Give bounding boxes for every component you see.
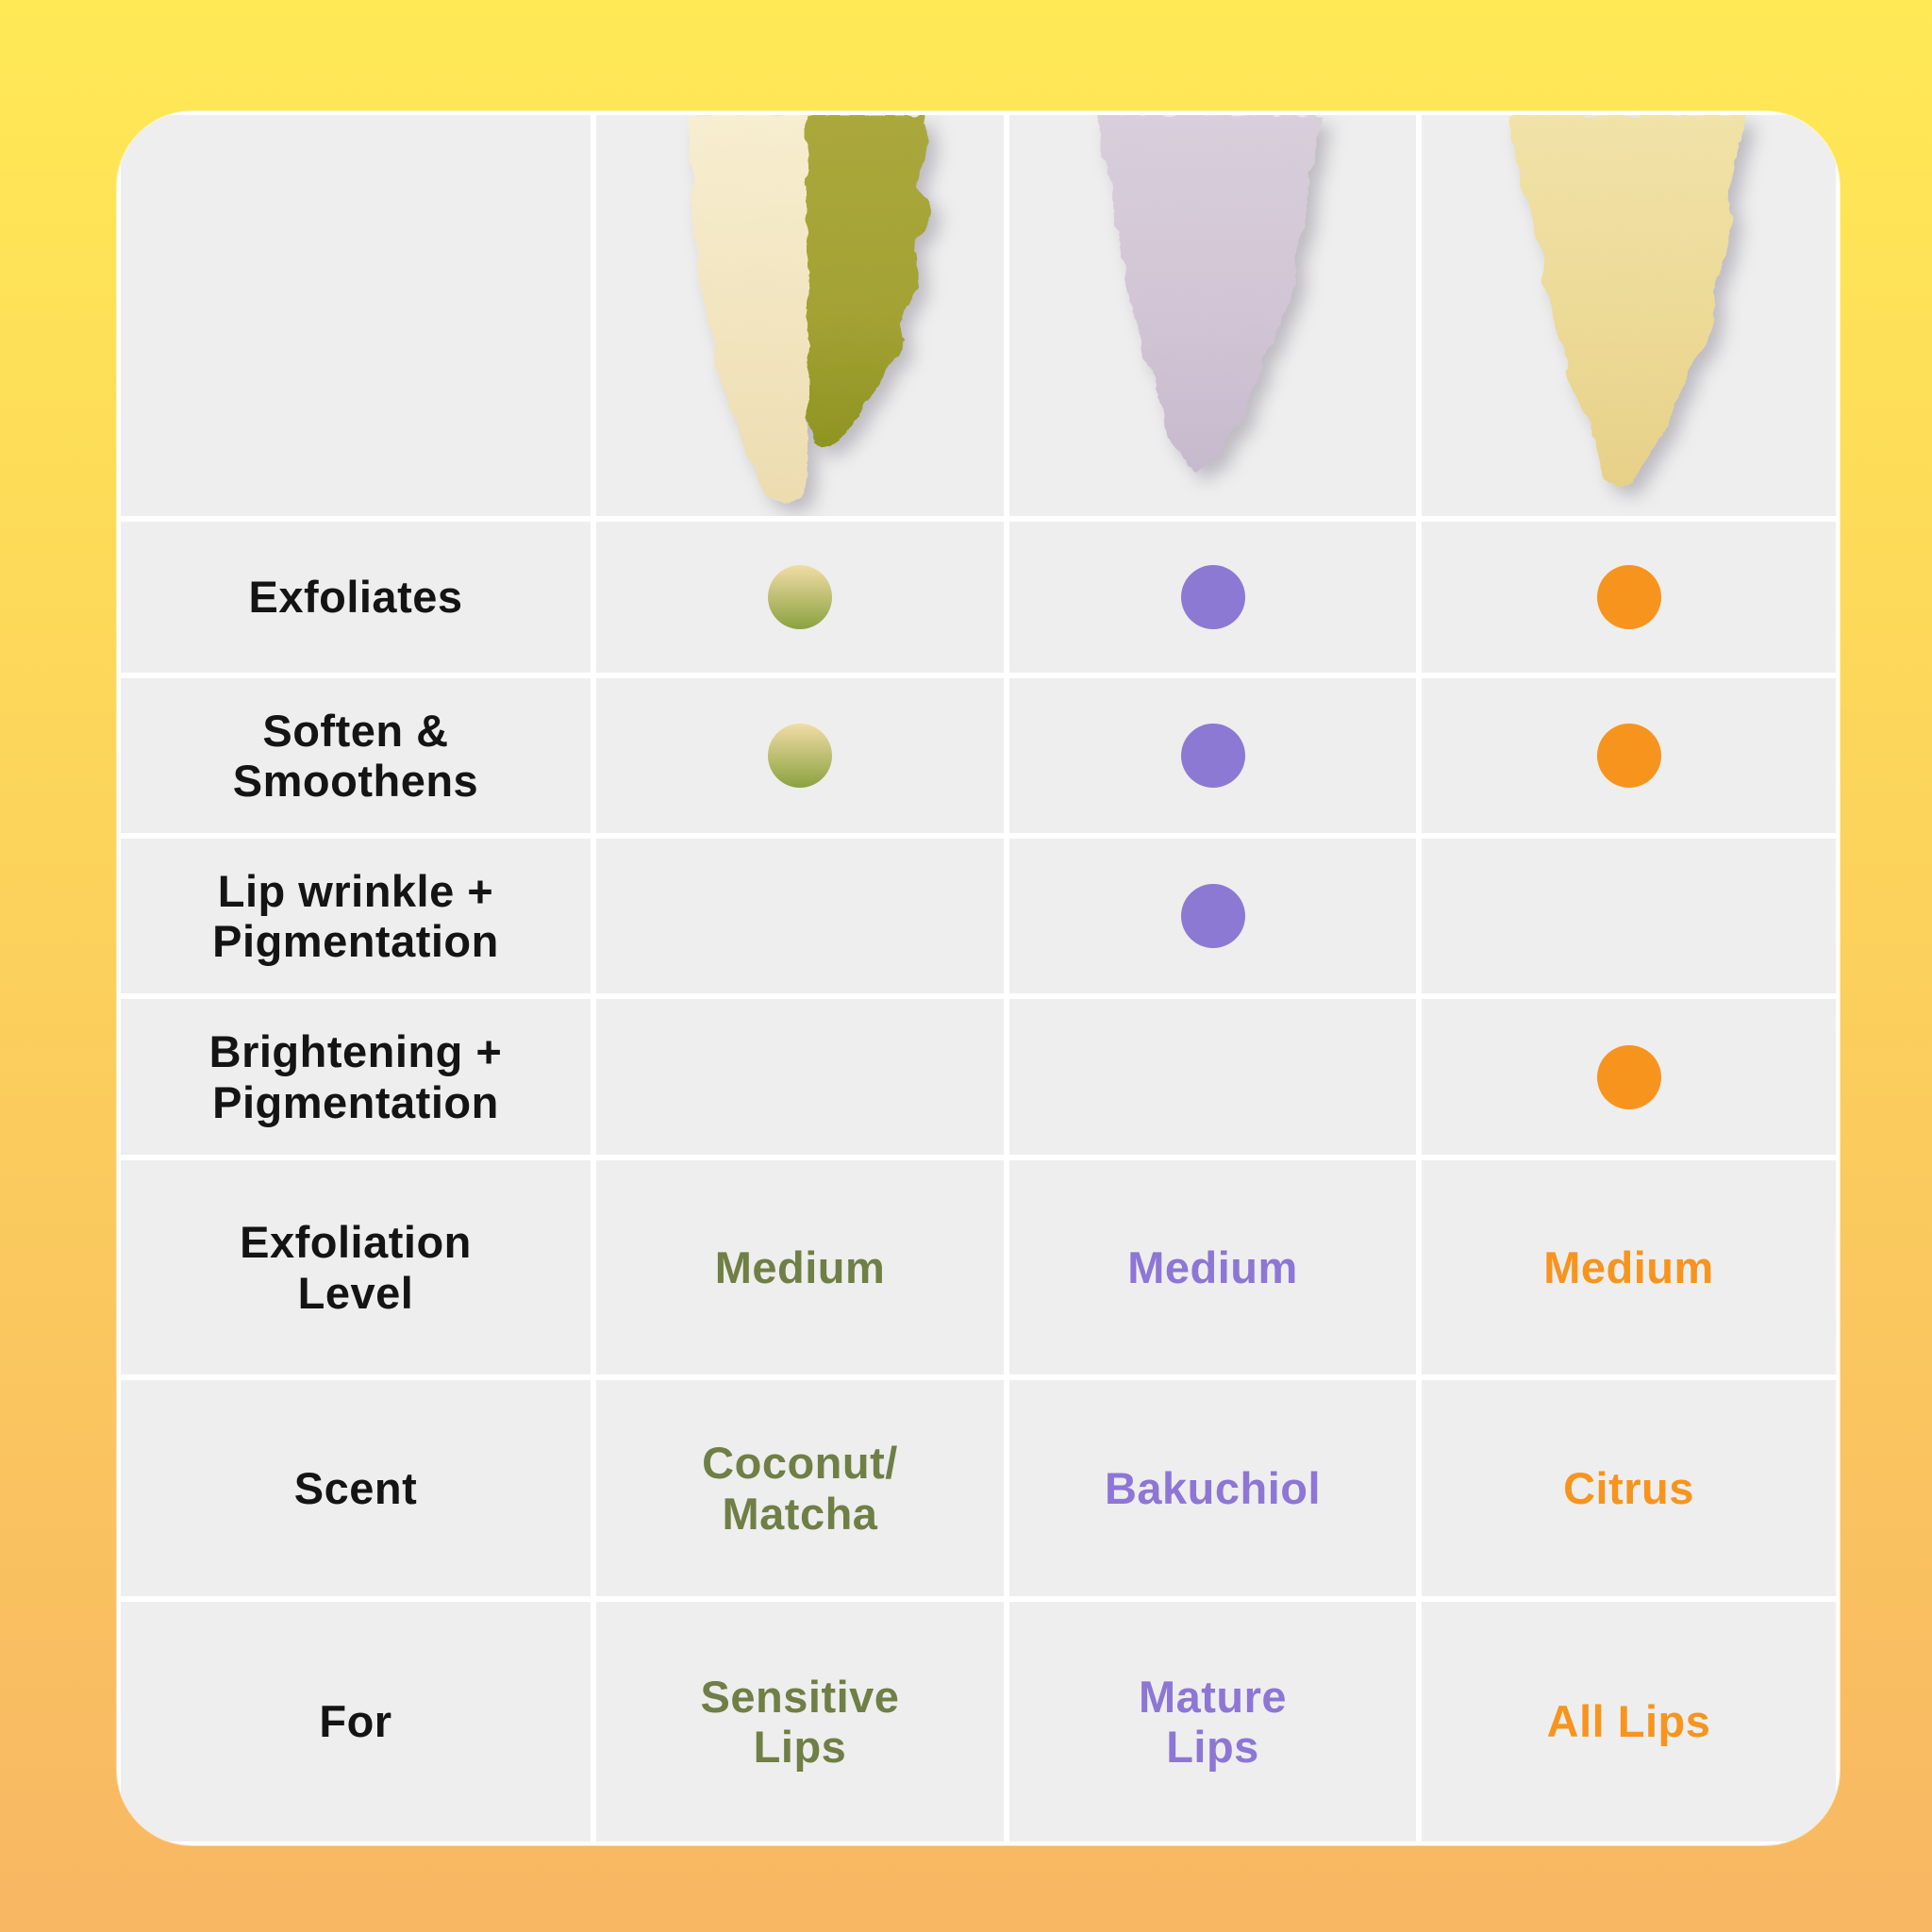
soften-cell-coconut-matcha [596, 678, 1004, 833]
coconut-matcha-smear-image [690, 115, 929, 505]
brightening-cell-bakuchiol [1009, 999, 1416, 1155]
scent-value-citrus: Citrus [1422, 1380, 1836, 1596]
citrus-smear-image [1507, 115, 1743, 486]
exfoliates-dot-coconut-matcha [768, 565, 832, 629]
product-swatch-bakuchiol [1009, 115, 1416, 516]
for-value-citrus: All Lips [1422, 1602, 1836, 1841]
row-label-exfoliates: Exfoliates [121, 522, 591, 673]
for-value-bakuchiol: Mature Lips [1009, 1602, 1416, 1841]
row-label-soften-smoothens: Soften & Smoothens [121, 678, 591, 833]
brightening-cell-citrus [1422, 999, 1836, 1155]
comparison-table: Exfoliates Soften & Smoothens Lip [117, 111, 1840, 1845]
exfoliation-level-value-coconut-matcha: Medium [596, 1160, 1004, 1374]
for-value-coconut-matcha: Sensitive Lips [596, 1602, 1004, 1841]
soften-cell-bakuchiol [1009, 678, 1416, 833]
comparison-grid: Exfoliates Soften & Smoothens Lip [117, 111, 1840, 1845]
header-empty-cell [121, 115, 591, 516]
row-label-lip-wrinkle-pigmentation: Lip wrinkle + Pigmentation [121, 839, 591, 993]
row-label-exfoliation-level: Exfoliation Level [121, 1160, 591, 1374]
product-swatch-coconut-matcha [596, 115, 1004, 516]
scent-value-bakuchiol: Bakuchiol [1009, 1380, 1416, 1596]
exfoliates-cell-coconut-matcha [596, 522, 1004, 673]
exfoliation-level-value-citrus: Medium [1422, 1160, 1836, 1374]
soften-dot-citrus [1596, 724, 1661, 788]
exfoliates-dot-citrus [1596, 565, 1661, 629]
lip-wrinkle-cell-bakuchiol [1009, 839, 1416, 993]
row-label-scent: Scent [121, 1380, 591, 1596]
lip-wrinkle-dot-bakuchiol [1180, 884, 1245, 948]
exfoliates-cell-citrus [1422, 522, 1836, 673]
lip-wrinkle-cell-citrus [1422, 839, 1836, 993]
row-label-brightening-pigmentation: Brightening + Pigmentation [121, 999, 591, 1155]
lip-wrinkle-cell-coconut-matcha [596, 839, 1004, 993]
bakuchiol-smear-image [1097, 115, 1323, 469]
brightening-dot-citrus [1596, 1044, 1661, 1109]
scent-value-coconut-matcha: Coconut/ Matcha [596, 1380, 1004, 1596]
soften-dot-coconut-matcha [768, 724, 832, 788]
row-label-for: For [121, 1602, 591, 1841]
soften-cell-citrus [1422, 678, 1836, 833]
soften-dot-bakuchiol [1180, 724, 1245, 788]
product-swatch-citrus [1422, 115, 1836, 516]
exfoliates-cell-bakuchiol [1009, 522, 1416, 673]
exfoliates-dot-bakuchiol [1180, 565, 1245, 629]
exfoliation-level-value-bakuchiol: Medium [1009, 1160, 1416, 1374]
brightening-cell-coconut-matcha [596, 999, 1004, 1155]
